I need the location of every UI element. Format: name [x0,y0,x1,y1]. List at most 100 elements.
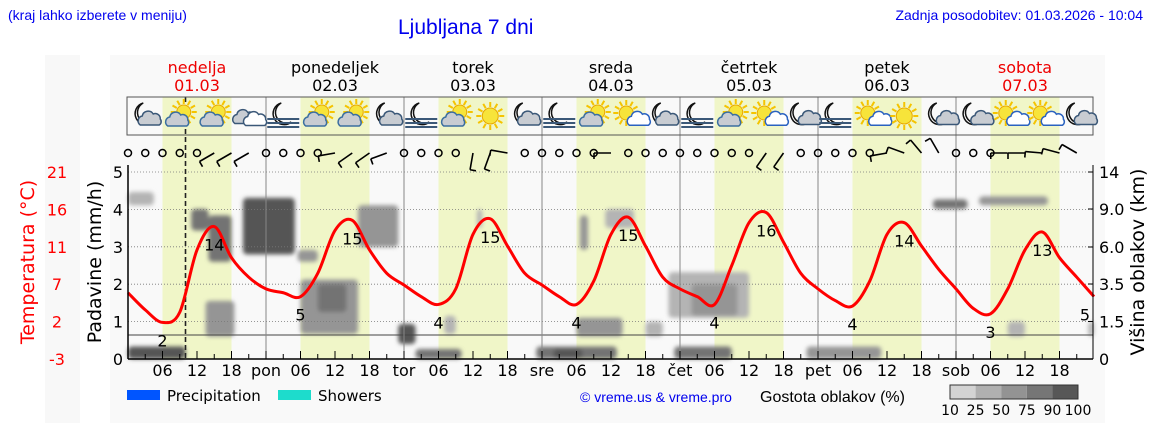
temperature-label: 5 [1080,306,1090,325]
sun-cloud-icon [716,99,749,127]
cloud-patch [191,209,209,231]
sun-ray [604,115,610,120]
wind-barb-icon [1058,143,1078,154]
wind-barb-icon [370,152,388,165]
temperature-tick: 2 [52,313,62,332]
wind-barb-tick [869,155,873,162]
moon-cloud-icon [134,102,162,126]
x-tick-label: 12 [877,361,897,380]
x-tick-label: 18 [911,361,931,380]
sun-ray [348,100,354,106]
wind-barb-tick [370,158,374,165]
cloud-shape [337,111,362,127]
sun-ray [362,104,369,109]
cloud-density-label: 25 [967,403,985,419]
sun-ray [1028,116,1034,121]
sun-ray [723,104,730,109]
temperature-label: 14 [204,236,224,255]
sun-small-cloud-icon [1027,100,1066,126]
x-tick-label: 18 [635,361,655,380]
temperature-label: 4 [847,315,857,334]
sun-ray [855,105,862,110]
wind-barb-shaft [199,152,215,163]
wind-barb-icon [755,152,767,172]
cloud-shape [1073,109,1099,126]
sun-cloud-icon [164,99,197,127]
location-hint[interactable]: (kraj lahko izberete v meniju) [8,7,187,23]
day-date: 05.03 [726,76,772,95]
wind-barb-icon [869,152,888,162]
cloud-shape [164,111,190,127]
wind-barb-tick [773,166,780,172]
cloud-patch [444,315,456,334]
wind-barb-shaft [909,139,923,154]
moon-cloud-icon [375,102,404,126]
wind-barb-shaft [1061,143,1078,154]
x-tick-label: 12 [463,361,483,380]
x-tick-label: 12 [325,361,345,380]
wind-barb-tick [885,146,890,154]
cloud-icon [1040,110,1066,126]
moon-fog-icon [405,102,438,128]
credit-link[interactable]: © vreme.us & vreme.pro [580,389,732,405]
sun-ray [907,103,913,109]
wind-calm-icon [796,148,805,158]
sun-ray [752,116,758,121]
wind-barb-shaft [1042,147,1060,154]
cloud-icon [242,110,268,127]
sun-ray [466,115,472,120]
x-tick-label: 12 [739,361,759,380]
sun-cloud-icon [440,99,473,127]
wind-barb-shaft [233,152,250,163]
sun-ray [618,119,624,125]
sun-cloud-icon [337,99,370,127]
temperature-tick: 7 [52,275,62,294]
sun-ray [206,104,212,109]
cloud-patch [576,317,623,337]
wind-calm-icon [831,148,840,158]
wind-barb-shaft [755,152,767,168]
wind-calm-icon [624,148,633,158]
cloud-height-tick: 6.0 [1099,238,1124,257]
cloud-patch [553,349,583,359]
x-day-label: čet [668,361,693,380]
wind-calm-icon [451,148,460,158]
cloud-patch [317,284,347,313]
cloud-icon [868,110,893,126]
wind-barb-icon [593,152,611,159]
daylight-band [990,97,1060,359]
sun-ray [632,105,639,110]
sun-ray [221,100,226,106]
sun-ray [870,101,876,107]
wind-barb-tick [756,166,762,172]
cloud-icon [164,111,190,127]
wind-barb-icon [488,149,508,157]
moon-fog-icon [819,102,852,128]
wind-barb-tick [484,168,491,172]
temperature-label: 3 [985,323,995,342]
sun-disc [895,107,913,125]
wind-calm-icon [296,148,305,158]
wind-calm-icon [399,148,409,158]
sun-ray [756,101,762,107]
cloud-icon [199,111,224,127]
sun-ray [462,100,468,106]
sun-ray [324,100,330,106]
wind-calm-icon [572,148,581,158]
cloud-shape [1040,110,1066,126]
sun-ray [752,105,758,110]
wind-barb-tick [488,149,492,157]
wind-calm-icon [693,148,702,158]
sun-ray [907,123,913,129]
temperature-tick: 16 [47,200,67,219]
x-tick-label: 06 [290,361,310,380]
cloud-density-swatch [950,385,976,399]
sun-ray [600,100,606,106]
x-tick-label: 06 [980,361,1000,380]
sun-ray [190,115,196,120]
sun-icon [890,102,919,130]
wind-calm-icon [175,148,184,158]
cloud-density-label: 100 [1065,403,1092,419]
cloud-icon [137,110,162,126]
moon-small-cloud-icon [789,102,823,126]
